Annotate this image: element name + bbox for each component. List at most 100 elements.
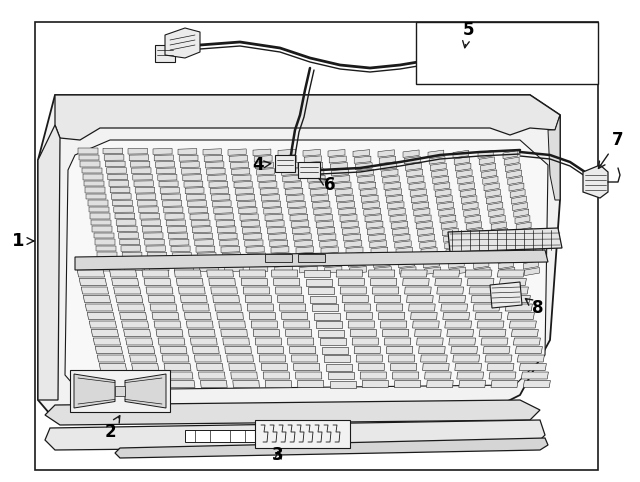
Polygon shape xyxy=(295,240,312,247)
Polygon shape xyxy=(405,163,422,171)
Polygon shape xyxy=(253,330,280,336)
Polygon shape xyxy=(86,193,106,199)
Polygon shape xyxy=(416,221,432,229)
Text: 7: 7 xyxy=(598,131,624,168)
Polygon shape xyxy=(473,304,500,311)
Polygon shape xyxy=(116,220,136,225)
Polygon shape xyxy=(74,374,115,408)
Polygon shape xyxy=(415,215,431,222)
Polygon shape xyxy=(215,304,241,311)
Polygon shape xyxy=(193,233,212,239)
Polygon shape xyxy=(294,234,311,241)
Polygon shape xyxy=(471,248,486,255)
Polygon shape xyxy=(239,207,257,214)
Polygon shape xyxy=(329,156,346,163)
Polygon shape xyxy=(401,270,428,277)
Polygon shape xyxy=(156,330,183,336)
Polygon shape xyxy=(65,140,548,390)
Polygon shape xyxy=(207,270,234,277)
Polygon shape xyxy=(171,246,190,252)
Polygon shape xyxy=(438,202,453,210)
Polygon shape xyxy=(338,201,355,209)
Polygon shape xyxy=(310,188,328,195)
Polygon shape xyxy=(100,265,120,270)
Polygon shape xyxy=(315,214,332,221)
Polygon shape xyxy=(134,181,154,187)
Polygon shape xyxy=(205,162,224,168)
Polygon shape xyxy=(413,321,439,328)
Polygon shape xyxy=(320,241,337,247)
Polygon shape xyxy=(260,188,278,195)
Polygon shape xyxy=(186,194,205,200)
Polygon shape xyxy=(319,234,336,241)
Polygon shape xyxy=(233,380,259,388)
Polygon shape xyxy=(164,207,183,213)
Polygon shape xyxy=(447,330,474,336)
Polygon shape xyxy=(222,253,241,259)
Polygon shape xyxy=(282,169,300,175)
Polygon shape xyxy=(84,180,104,186)
Polygon shape xyxy=(509,183,524,191)
Polygon shape xyxy=(211,287,237,294)
Polygon shape xyxy=(168,380,195,388)
Polygon shape xyxy=(414,208,430,216)
Polygon shape xyxy=(513,338,540,345)
Polygon shape xyxy=(306,279,332,285)
Polygon shape xyxy=(422,254,438,261)
Polygon shape xyxy=(322,254,339,260)
Polygon shape xyxy=(318,330,344,336)
Polygon shape xyxy=(217,312,243,320)
Polygon shape xyxy=(312,304,338,311)
Polygon shape xyxy=(87,312,115,320)
Polygon shape xyxy=(255,162,273,169)
Polygon shape xyxy=(227,355,253,362)
Polygon shape xyxy=(349,267,367,273)
Polygon shape xyxy=(490,215,505,223)
Polygon shape xyxy=(487,363,514,371)
Polygon shape xyxy=(522,254,537,263)
Polygon shape xyxy=(394,234,410,241)
Polygon shape xyxy=(436,196,452,203)
Polygon shape xyxy=(280,162,298,169)
Polygon shape xyxy=(38,125,60,400)
Polygon shape xyxy=(262,201,280,208)
Polygon shape xyxy=(470,241,485,249)
Polygon shape xyxy=(323,260,340,267)
Polygon shape xyxy=(255,420,350,448)
Text: 6: 6 xyxy=(319,176,336,194)
Polygon shape xyxy=(95,347,123,353)
Polygon shape xyxy=(497,254,513,262)
Polygon shape xyxy=(360,188,377,196)
Polygon shape xyxy=(79,279,107,285)
Polygon shape xyxy=(148,259,168,265)
Polygon shape xyxy=(237,201,256,207)
Polygon shape xyxy=(117,226,137,232)
Polygon shape xyxy=(385,338,411,345)
Polygon shape xyxy=(99,258,118,264)
Polygon shape xyxy=(120,239,140,245)
Polygon shape xyxy=(492,228,508,236)
Polygon shape xyxy=(312,195,329,201)
Polygon shape xyxy=(384,182,401,189)
Polygon shape xyxy=(124,259,143,264)
Polygon shape xyxy=(387,347,413,353)
Polygon shape xyxy=(431,170,447,177)
Polygon shape xyxy=(324,355,350,362)
Polygon shape xyxy=(111,279,139,285)
Polygon shape xyxy=(344,234,360,241)
Polygon shape xyxy=(271,247,289,253)
Polygon shape xyxy=(346,247,363,254)
Polygon shape xyxy=(45,420,545,450)
Polygon shape xyxy=(433,176,449,184)
Polygon shape xyxy=(308,175,325,182)
Polygon shape xyxy=(200,380,227,388)
Polygon shape xyxy=(245,240,263,246)
Polygon shape xyxy=(350,330,376,336)
Polygon shape xyxy=(228,149,246,155)
Polygon shape xyxy=(83,174,103,179)
Polygon shape xyxy=(146,246,165,252)
Polygon shape xyxy=(457,372,484,379)
Polygon shape xyxy=(463,202,478,210)
Polygon shape xyxy=(216,220,235,227)
Polygon shape xyxy=(388,202,404,209)
